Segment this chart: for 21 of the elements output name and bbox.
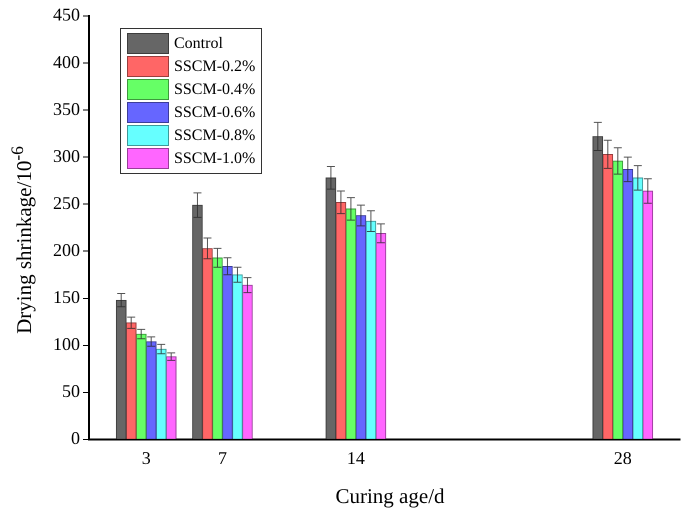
y-tick-label: 250: [53, 192, 80, 213]
y-tick-label: 400: [53, 52, 80, 72]
legend-label: SSCM-0.2%: [174, 58, 256, 76]
y-tick-label: 0: [71, 428, 80, 448]
legend-label: SSCM-0.6%: [174, 104, 256, 122]
x-tick-label: 7: [218, 448, 227, 468]
legend-label: SSCM-0.4%: [174, 80, 256, 98]
x-tick-label: 28: [614, 448, 632, 468]
legend-label: SSCM-0.8%: [174, 126, 256, 144]
y-tick-label: 200: [53, 240, 80, 260]
y-tick-label: 150: [53, 287, 80, 307]
legend-label: Control: [174, 34, 223, 52]
y-tick-label: 100: [53, 334, 80, 354]
y-tick-label: 350: [53, 98, 80, 119]
x-tick-label: 14: [346, 448, 365, 468]
x-axis-title: Curing age/d: [335, 484, 445, 509]
legend-label: SSCM-1.0%: [174, 150, 256, 168]
x-tick-label: 3: [142, 448, 151, 468]
y-tick-label: 450: [53, 4, 80, 25]
y-tick-label: 50: [62, 381, 80, 402]
y-tick-label: 300: [53, 146, 80, 166]
